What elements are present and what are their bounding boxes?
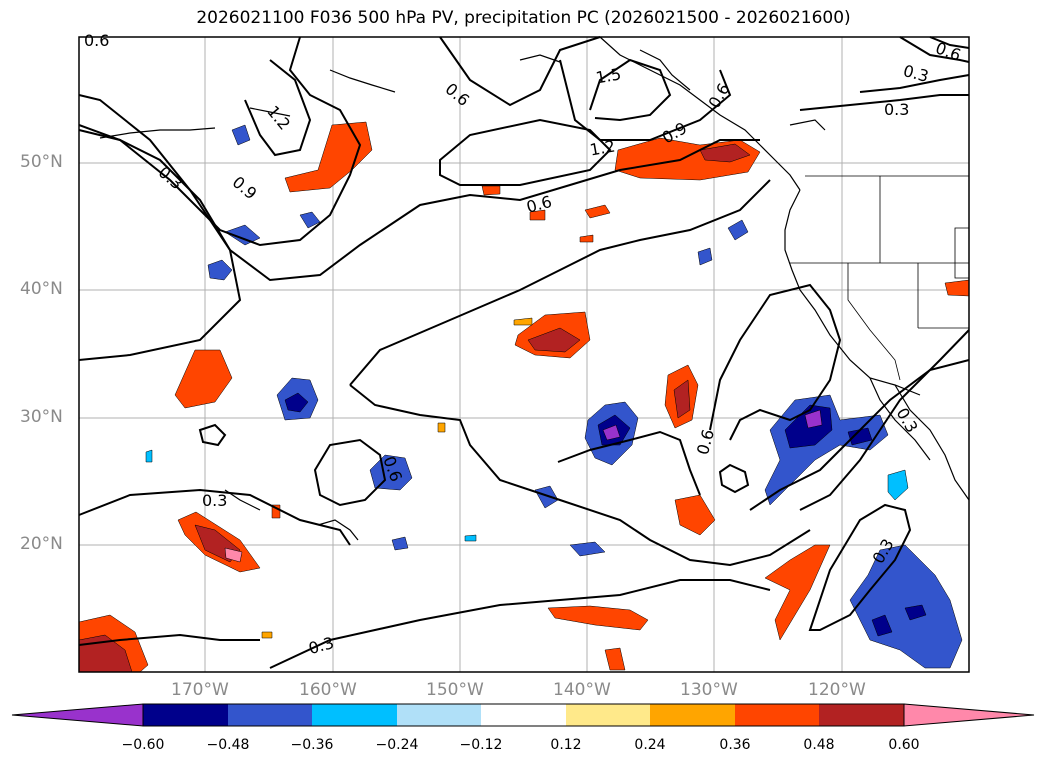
colorbar-extend-low <box>11 703 144 727</box>
lon-label: 120°W <box>808 680 866 700</box>
colorbar-bin <box>312 704 397 726</box>
colorbar-bin <box>481 704 566 726</box>
lon-label: 130°W <box>680 680 738 700</box>
colorbar-tick-label: 0.36 <box>719 737 751 753</box>
lat-label: 40°N <box>20 279 63 299</box>
colorbar-outline <box>142 703 905 727</box>
colorbar-tick-label: 0.12 <box>550 737 582 753</box>
lat-label: 20°N <box>20 534 63 554</box>
colorbar-bin <box>143 704 228 726</box>
lat-label: 50°N <box>20 152 63 172</box>
plot-title: 2026021100 F036 500 hPa PV, precipitatio… <box>196 8 851 28</box>
colorbar-bin <box>735 704 819 726</box>
state-borders <box>790 175 970 381</box>
lon-label: 140°W <box>553 680 611 700</box>
contour-label: 1.2 <box>588 136 616 159</box>
colorbar-tick-label: −0.48 <box>206 737 250 753</box>
colorbar-tick-label: 0.48 <box>803 737 835 753</box>
contour-label: 0.6 <box>84 31 109 50</box>
colorbar-tick-label: −0.12 <box>459 737 503 753</box>
colorbar <box>11 703 1035 727</box>
colorbar-bin <box>819 704 904 726</box>
contour-label: 1.5 <box>594 64 622 87</box>
colorbar-tick-label: −0.60 <box>121 737 165 753</box>
contour-label: 0.3 <box>884 100 909 119</box>
lon-label: 170°W <box>171 680 229 700</box>
colorbar-tick-label: 0.24 <box>634 737 666 753</box>
map-border <box>78 36 970 673</box>
lon-label: 150°W <box>426 680 484 700</box>
colorbar-bin <box>397 704 481 726</box>
colorbar-tick-label: −0.24 <box>375 737 419 753</box>
colorbar-bin <box>650 704 735 726</box>
pv-contours <box>78 36 970 669</box>
coastlines <box>99 36 970 541</box>
colorbar-bin <box>566 704 650 726</box>
contour-label: 0.3 <box>202 491 227 510</box>
colorbar-extend-high <box>903 703 1035 727</box>
colorbar-tick-label: 0.60 <box>888 737 920 753</box>
lat-label: 30°N <box>20 407 63 427</box>
precipitation-shading <box>78 121 970 673</box>
lon-label: 160°W <box>299 680 357 700</box>
colorbar-tick-label: −0.36 <box>290 737 334 753</box>
colorbar-bin <box>228 704 312 726</box>
